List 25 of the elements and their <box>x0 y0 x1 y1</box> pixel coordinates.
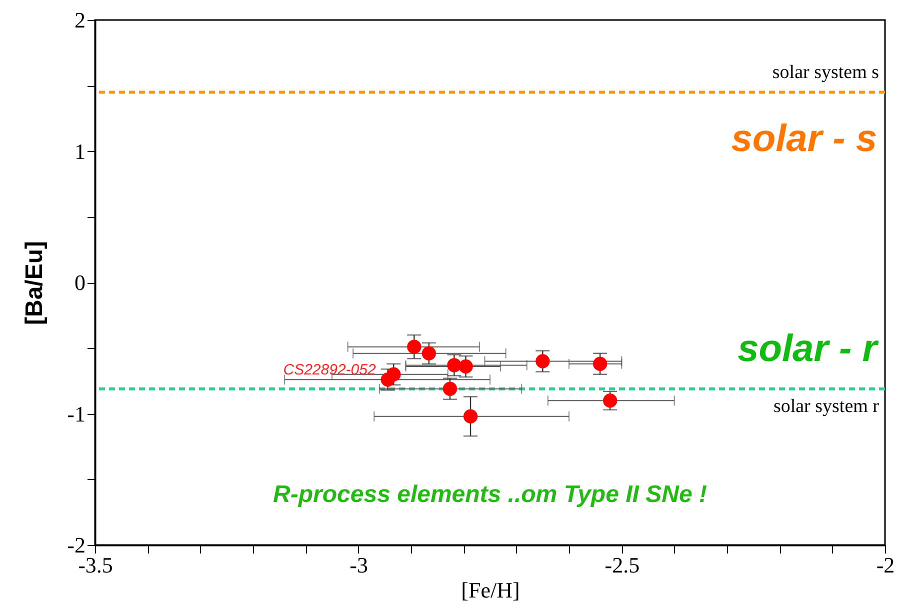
point <box>447 358 462 372</box>
x-tick-label: -3 <box>350 552 368 578</box>
y-tick-label: -1 <box>67 401 86 426</box>
point <box>386 367 401 382</box>
y-axis-title: [Ba/Eu] <box>21 241 48 325</box>
y-tick-label: 0 <box>74 270 86 295</box>
x-axis-title: [Fe/H] <box>461 578 520 602</box>
point <box>593 356 608 371</box>
y-tick-label: 2 <box>74 8 86 32</box>
annotation: CS22892-052 <box>283 362 376 379</box>
point <box>458 359 473 374</box>
annotation: solar - r <box>738 328 880 370</box>
point <box>603 394 618 408</box>
point <box>442 382 458 396</box>
y-tick-label: 1 <box>74 138 86 164</box>
x-tick-label: -2 <box>876 552 895 578</box>
ref-line-label: solar system s <box>772 62 879 84</box>
annotation: R-process elements ..om Type II SNe ! <box>273 481 707 508</box>
point <box>463 409 478 424</box>
point <box>407 340 422 354</box>
point <box>422 346 436 360</box>
annotation: solar - s <box>731 118 877 160</box>
point <box>536 354 550 368</box>
ref-line-label: solar system r <box>773 396 880 417</box>
x-tick-label: -2.5 <box>604 552 640 578</box>
